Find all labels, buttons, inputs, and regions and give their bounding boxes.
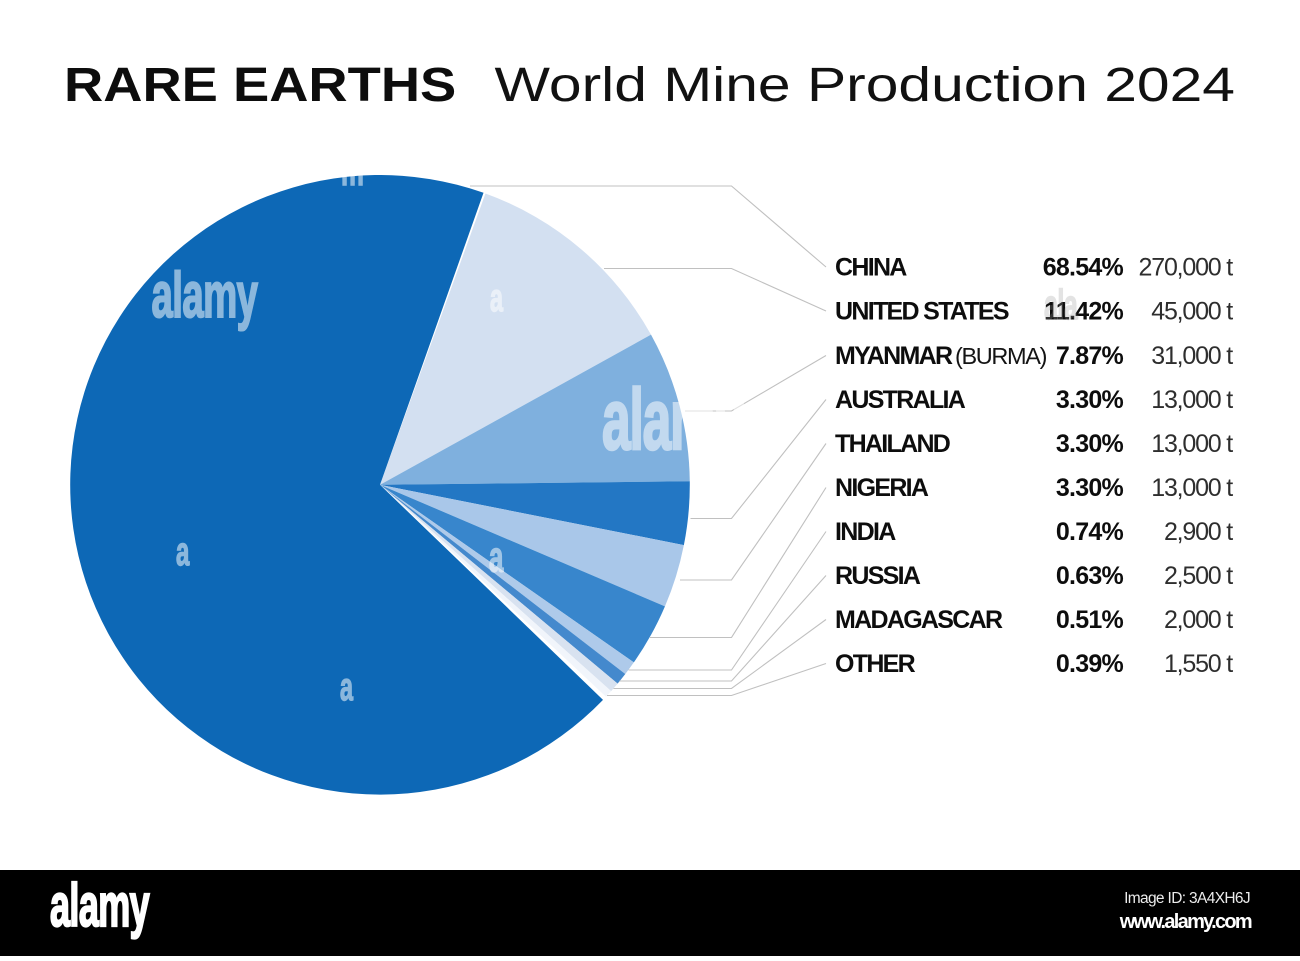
svg-text:a: a <box>490 276 504 320</box>
svg-text:alamy: alamy <box>602 373 744 469</box>
svg-text:alamy: alamy <box>152 260 259 332</box>
svg-text:0.63%: 0.63% <box>1056 562 1124 590</box>
svg-text:7.87%: 7.87% <box>1056 342 1124 370</box>
svg-text:3.30%: 3.30% <box>1056 386 1124 414</box>
svg-text:0.74%: 0.74% <box>1056 518 1124 546</box>
svg-text:alamy: alamy <box>50 873 150 940</box>
svg-text:2,500 t: 2,500 t <box>1164 562 1233 590</box>
svg-text:NIGERIA: NIGERIA <box>835 474 929 502</box>
svg-text:1,550 t: 1,550 t <box>1164 650 1233 678</box>
svg-text:m: m <box>341 146 363 195</box>
svg-text:INDIA: INDIA <box>835 518 896 546</box>
svg-text:www.alamy.com: www.alamy.com <box>1119 911 1252 933</box>
svg-text:MADAGASCAR: MADAGASCAR <box>835 606 1003 634</box>
svg-text:2,900 t: 2,900 t <box>1164 518 1233 546</box>
svg-text:UNITED STATES: UNITED STATES <box>835 298 1009 326</box>
svg-text:World Mine Production 2024: World Mine Production 2024 <box>495 58 1235 112</box>
svg-text:3.30%: 3.30% <box>1056 474 1124 502</box>
svg-text:MYANMAR: MYANMAR <box>835 342 953 370</box>
svg-text:ala: ala <box>1044 283 1078 329</box>
svg-text:(BURMA): (BURMA) <box>955 343 1047 369</box>
svg-text:Image ID: 3A4XH6J: Image ID: 3A4XH6J <box>1124 890 1250 907</box>
svg-text:RARE EARTHS: RARE EARTHS <box>64 57 456 112</box>
svg-text:a: a <box>489 533 504 582</box>
svg-text:0.51%: 0.51% <box>1056 606 1124 634</box>
svg-text:31,000 t: 31,000 t <box>1151 342 1233 370</box>
svg-text:OTHER: OTHER <box>835 650 916 678</box>
svg-text:45,000 t: 45,000 t <box>1151 298 1233 326</box>
svg-text:0.39%: 0.39% <box>1056 650 1124 678</box>
svg-text:AUSTRALIA: AUSTRALIA <box>835 386 966 414</box>
svg-text:2,000 t: 2,000 t <box>1164 606 1233 634</box>
svg-text:CHINA: CHINA <box>835 254 907 282</box>
svg-text:270,000 t: 270,000 t <box>1139 254 1234 282</box>
svg-text:13,000 t: 13,000 t <box>1151 386 1233 414</box>
svg-text:3.30%: 3.30% <box>1056 430 1124 458</box>
svg-text:13,000 t: 13,000 t <box>1151 474 1233 502</box>
svg-text:11.42%: 11.42% <box>1044 298 1123 326</box>
svg-text:a: a <box>340 665 354 709</box>
svg-text:RUSSIA: RUSSIA <box>835 562 921 590</box>
svg-text:13,000 t: 13,000 t <box>1151 430 1233 458</box>
svg-text:THAILAND: THAILAND <box>835 430 950 458</box>
svg-text:a: a <box>176 529 190 574</box>
svg-text:68.54%: 68.54% <box>1043 254 1124 282</box>
